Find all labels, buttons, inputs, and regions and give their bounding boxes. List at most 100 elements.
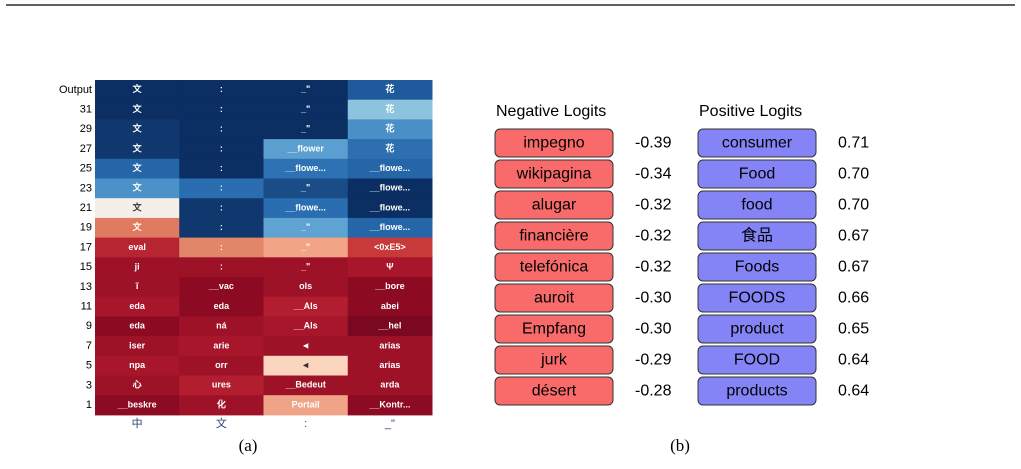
cell-token: _" — [300, 124, 310, 134]
token: impegno — [523, 135, 584, 152]
heatmap-cell — [347, 217, 433, 239]
cell-token: : — [220, 163, 223, 173]
heatmap-cell — [179, 257, 264, 278]
heatmap-cell — [179, 336, 264, 357]
token-box — [494, 159, 614, 189]
token: Empfang — [522, 321, 586, 338]
cell-token: eda — [129, 321, 146, 331]
cell-token: arie — [213, 340, 229, 350]
heatmap-cell — [95, 316, 180, 337]
heatmap-cell — [347, 336, 433, 357]
token-box — [494, 376, 614, 406]
column-label: _" — [384, 418, 395, 430]
heatmap-cell — [95, 375, 180, 396]
heatmap-cell — [179, 395, 264, 416]
heatmap-cell — [347, 277, 433, 298]
cell-token: _" — [300, 262, 310, 272]
logit-value: -0.32 — [635, 197, 672, 214]
cell-token: : — [220, 183, 223, 193]
cell-token: 文 — [132, 182, 143, 193]
token-box — [494, 190, 614, 220]
row-label: 31 — [80, 103, 92, 115]
heatmap-cell — [263, 336, 349, 357]
cell-token: orr — [215, 360, 228, 370]
heatmap-cell — [179, 237, 264, 258]
heatmap-cell — [263, 119, 349, 140]
list-title: Positive Logits — [699, 103, 802, 120]
column-label: 中 — [132, 417, 143, 430]
heatmap-cell — [179, 316, 264, 337]
token-box — [697, 159, 817, 189]
row-label: 17 — [80, 241, 92, 253]
heatmap-cell — [95, 296, 180, 317]
token: financière — [519, 228, 588, 245]
heatmap-cell — [179, 217, 264, 239]
heatmap-cell — [95, 80, 180, 101]
cell-token: __Als — [293, 301, 318, 311]
token-box — [697, 314, 817, 344]
heatmap-cell — [347, 99, 433, 120]
cell-token: 心 — [133, 380, 142, 390]
token: jurk — [540, 352, 568, 369]
heatmap-cell — [347, 80, 433, 101]
heatmap-cell — [95, 217, 180, 239]
heatmap-cell — [263, 277, 349, 298]
logit-value: -0.39 — [635, 135, 672, 152]
heatmap-cell — [347, 355, 433, 376]
logit-value: -0.30 — [635, 321, 672, 338]
cell-token: ĩ — [135, 281, 139, 291]
heatmap-cell — [263, 395, 349, 416]
token-box — [697, 345, 817, 375]
token: wikipagina — [516, 166, 592, 183]
logit-value: -0.29 — [635, 352, 672, 369]
token: FOOD — [734, 352, 780, 369]
cell-token: 花 — [385, 103, 394, 114]
cell-token: 花 — [385, 123, 394, 134]
cell-token: eda — [214, 301, 231, 311]
cell-token: 文 — [132, 162, 143, 173]
cell-token: iser — [129, 340, 146, 350]
row-label: 13 — [80, 281, 92, 293]
heatmap-cell — [263, 99, 349, 120]
cell-token: abei — [381, 301, 399, 311]
list-title: Negative Logits — [496, 103, 606, 120]
row-label: 11 — [81, 300, 92, 312]
cell-token: : — [220, 222, 223, 232]
cell-token: ◄ — [301, 360, 310, 370]
cell-token: arda — [380, 380, 400, 390]
heatmap-cell — [95, 178, 180, 199]
heatmap-cell — [179, 277, 264, 298]
cell-token: 文 — [132, 142, 143, 153]
cell-token: __vac — [208, 281, 234, 291]
logit-value: 0.64 — [838, 383, 869, 400]
cell-token: : — [220, 143, 223, 153]
heatmap-cell — [347, 139, 433, 160]
heatmap-cell — [95, 139, 180, 160]
cell-token: arias — [379, 340, 400, 350]
cell-token: ols — [299, 281, 312, 291]
token-box — [494, 221, 614, 251]
cell-token: : — [220, 124, 223, 134]
cell-token: : — [220, 104, 223, 114]
cell-token: __flowe... — [284, 202, 326, 212]
token: auroit — [534, 290, 575, 307]
cell-token: __flowe... — [369, 183, 411, 193]
cell-token: ji — [134, 262, 140, 272]
token-box — [697, 128, 817, 158]
heatmap-cell — [263, 375, 349, 396]
heatmap-cell — [347, 198, 433, 219]
column-label: 文 — [216, 416, 227, 430]
heatmap-cell — [179, 355, 264, 376]
cell-token: __hel — [377, 321, 401, 331]
token: products — [726, 383, 787, 400]
row-label: 7 — [86, 340, 92, 352]
cell-token: : — [220, 84, 223, 94]
token: désert — [532, 383, 577, 400]
row-label: 15 — [80, 261, 92, 273]
heatmap-cell — [179, 198, 264, 219]
cell-token: _" — [300, 183, 310, 193]
token-box — [494, 283, 614, 313]
token-box — [697, 221, 817, 251]
heatmap-cell — [263, 237, 349, 258]
